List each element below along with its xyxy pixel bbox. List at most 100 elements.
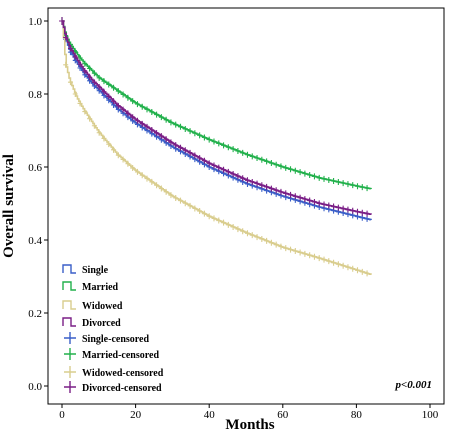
censor-mark: [307, 171, 313, 178]
censor-mark: [335, 204, 341, 211]
censor-mark: [139, 103, 145, 110]
censor-mark: [278, 163, 284, 170]
censor-mark: [307, 252, 313, 259]
p-value-annotation: p<0.001: [394, 379, 432, 391]
legend-label: Widowed-censored: [82, 368, 164, 379]
censor-mark: [254, 234, 260, 241]
censor-mark: [144, 106, 150, 113]
censor-mark: [264, 158, 270, 165]
censor-mark: [273, 241, 279, 248]
censor-mark: [96, 129, 102, 136]
censor-marks-divorced: [59, 17, 370, 217]
legend-swatch: [62, 300, 76, 310]
censor-mark: [331, 203, 337, 210]
censor-mark: [359, 184, 365, 191]
legend-item: Widowed-censored: [64, 366, 164, 379]
censor-mark: [72, 53, 78, 60]
censor-mark: [326, 258, 332, 265]
legend-label: Widowed: [82, 301, 123, 312]
censor-mark: [340, 205, 346, 212]
censor-mark: [259, 235, 265, 242]
legend-swatch: [64, 332, 76, 344]
censor-mark: [168, 119, 174, 126]
censor-mark: [359, 209, 365, 216]
censor-mark: [355, 183, 360, 190]
x-tick-label: 0: [59, 409, 65, 421]
censor-mark: [187, 149, 193, 156]
legend-item: Divorced-censored: [64, 381, 162, 394]
x-tick-label: 20: [130, 409, 142, 421]
y-tick-label: 1.0: [28, 16, 42, 28]
censor-mark: [206, 160, 212, 167]
censor-mark: [321, 175, 327, 182]
censor-mark: [158, 185, 164, 192]
censor-mark: [216, 140, 222, 147]
censor-mark: [182, 200, 188, 207]
legend: Single Married Widowed Divorced Single-censo…: [62, 264, 164, 394]
plot-area: 0 20 40 60 80 100 0.0 0.2 0.4 0.6 0.8 1.0: [28, 7, 445, 421]
censor-mark: [331, 259, 337, 266]
censor-mark: [216, 217, 222, 224]
censor-mark: [115, 88, 121, 95]
censor-mark: [297, 169, 303, 176]
censor-mark: [350, 265, 356, 272]
censor-mark: [268, 185, 274, 192]
censor-mark: [240, 175, 246, 182]
censor-mark: [235, 148, 241, 155]
censor-mark: [364, 215, 370, 222]
censor-mark: [67, 45, 73, 52]
censor-mark: [144, 175, 150, 182]
censor-mark: [173, 142, 179, 149]
censor-mark: [168, 139, 174, 146]
censor-mark: [125, 160, 131, 167]
censor-mark: [230, 146, 236, 153]
censor-mark: [115, 102, 121, 109]
censor-mark: [82, 108, 88, 115]
censor-mark: [273, 187, 279, 194]
censor-mark: [101, 88, 107, 95]
y-axis-title: Overall survival: [1, 154, 17, 258]
censor-mark: [364, 210, 370, 217]
censor-mark: [115, 152, 121, 159]
censor-mark: [163, 116, 169, 123]
censor-mark: [230, 223, 236, 230]
censor-mark: [87, 65, 93, 72]
censor-mark: [359, 268, 365, 275]
censor-mark: [268, 239, 274, 246]
censor-mark: [96, 74, 102, 81]
censor-mark: [149, 178, 155, 185]
legend-label: Married-censored: [82, 350, 159, 361]
censor-mark: [292, 248, 298, 255]
censor-mark: [355, 208, 360, 215]
censor-mark: [77, 61, 83, 68]
censor-mark: [211, 138, 217, 145]
y-tick-label: 0.8: [28, 89, 42, 101]
censor-mark: [230, 171, 236, 178]
series-divorced: [59, 17, 372, 217]
series-married: [59, 17, 372, 192]
censor-mark: [225, 221, 231, 228]
censor-mark: [91, 70, 97, 77]
legend-swatch: [64, 381, 76, 393]
series-widowed: [59, 17, 372, 277]
censor-mark: [316, 174, 322, 181]
censor-mark: [120, 106, 126, 113]
x-tick-label: 40: [204, 409, 216, 421]
censor-mark: [77, 54, 83, 61]
censor-mark: [240, 149, 246, 156]
censor-mark: [106, 93, 112, 100]
censor-mark: [288, 191, 294, 198]
y-tick-label: 0.4: [28, 235, 42, 247]
censor-mark: [144, 123, 150, 130]
censor-mark: [178, 123, 183, 130]
censor-mark: [173, 121, 179, 128]
x-axis-title: Months: [225, 417, 274, 433]
censor-mark: [111, 84, 117, 91]
censor-mark: [173, 195, 179, 202]
censor-mark: [187, 128, 193, 135]
censor-mark: [111, 146, 117, 153]
censor-mark: [221, 166, 227, 173]
censor-mark: [244, 151, 250, 158]
censor-mark: [321, 256, 327, 263]
censor-mark: [345, 206, 351, 213]
